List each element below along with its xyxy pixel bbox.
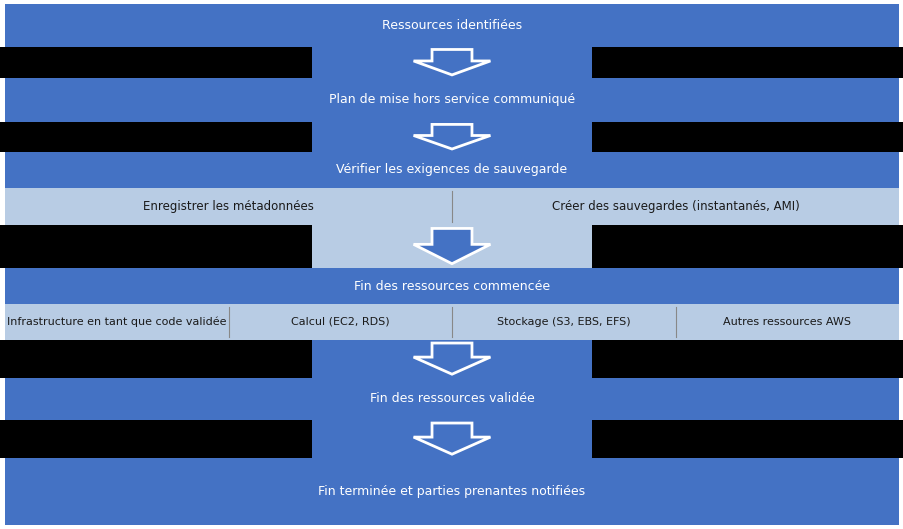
Bar (0, 122, 903, 152)
Bar (312, 47, 591, 78)
Bar (5, 268, 898, 304)
Bar (312, 420, 591, 458)
Bar (5, 188, 898, 225)
Polygon shape (414, 423, 489, 454)
Text: Vérifier les exigences de sauvegarde: Vérifier les exigences de sauvegarde (336, 163, 567, 177)
Bar (0, 47, 903, 78)
Text: Stockage (S3, EBS, EFS): Stockage (S3, EBS, EFS) (497, 317, 630, 327)
Text: Enregistrer les métadonnées: Enregistrer les métadonnées (143, 200, 313, 213)
Bar (312, 122, 591, 152)
Bar (5, 378, 898, 420)
Text: Calcul (EC2, RDS): Calcul (EC2, RDS) (291, 317, 389, 327)
Bar (0, 340, 903, 378)
Text: Plan de mise hors service communiqué: Plan de mise hors service communiqué (329, 94, 574, 106)
Text: Infrastructure en tant que code validée: Infrastructure en tant que code validée (7, 317, 227, 327)
Bar (312, 340, 591, 378)
Polygon shape (414, 124, 489, 149)
Polygon shape (414, 50, 489, 75)
Bar (5, 458, 898, 525)
Bar (5, 78, 898, 122)
Bar (0, 420, 903, 458)
Polygon shape (414, 343, 489, 374)
Polygon shape (414, 229, 489, 263)
Bar (5, 304, 898, 340)
Text: Fin des ressources validée: Fin des ressources validée (369, 393, 534, 406)
Text: Fin terminée et parties prenantes notifiées: Fin terminée et parties prenantes notifi… (318, 485, 585, 498)
Bar (312, 225, 591, 268)
Bar (5, 152, 898, 188)
Bar (0, 225, 903, 268)
Text: Fin des ressources commencée: Fin des ressources commencée (354, 279, 549, 293)
Text: Autres ressources AWS: Autres ressources AWS (722, 317, 851, 327)
Text: Ressources identifiées: Ressources identifiées (381, 19, 522, 32)
Bar (5, 4, 898, 47)
Text: Créer des sauvegardes (instantanés, AMI): Créer des sauvegardes (instantanés, AMI) (551, 200, 798, 213)
